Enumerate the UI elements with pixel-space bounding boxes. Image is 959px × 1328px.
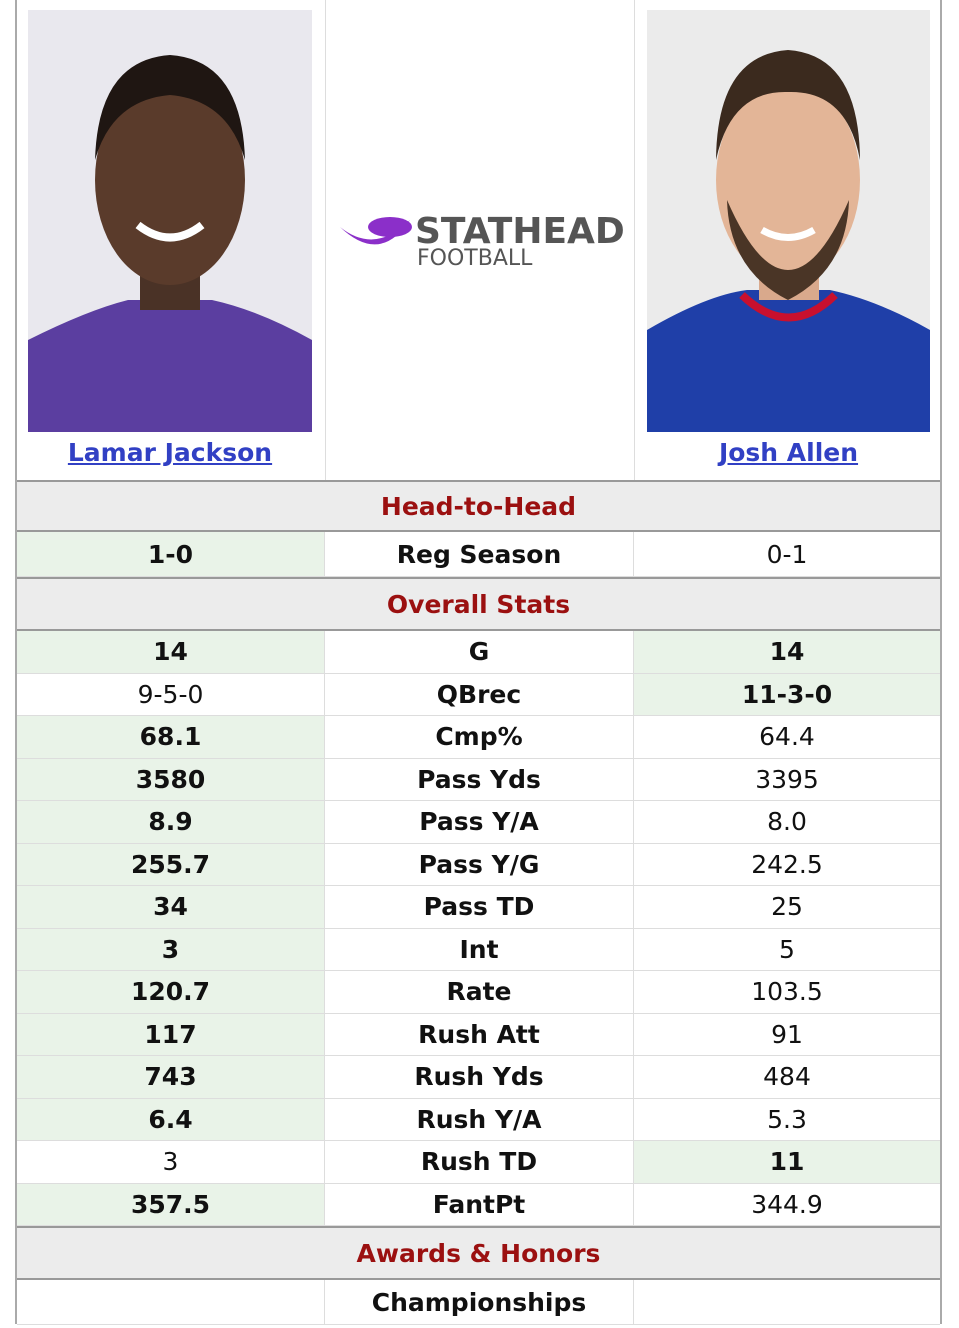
stat-value: 255.7 [17, 843, 325, 886]
stat-value: 0-1 [634, 532, 940, 577]
stat-label: Pass Y/G [325, 843, 634, 886]
stat-value [634, 1280, 940, 1325]
logo-brand: STATHEAD [415, 211, 625, 252]
stat-value: 91 [634, 1014, 940, 1056]
stat-label: QBrec [325, 673, 634, 716]
stat-value: 1-0 [17, 532, 325, 577]
stat-label: FantPt [325, 1183, 634, 1226]
stat-label: Pass Yds [325, 758, 634, 801]
stat-value: 68.1 [17, 716, 325, 759]
stat-value: 120.7 [17, 971, 325, 1014]
section-header: Head-to-Head [17, 480, 940, 532]
stat-value: 11-3-0 [634, 673, 940, 716]
divider [634, 0, 635, 480]
stat-value: 344.9 [634, 1184, 940, 1226]
stat-value: 5 [634, 929, 940, 971]
stat-value: 34 [17, 886, 325, 929]
stat-label: Rate [325, 971, 634, 1014]
stat-value: 3395 [634, 759, 940, 801]
stat-value: 743 [17, 1056, 325, 1099]
stat-value: 3 [17, 1141, 325, 1184]
stat-value: 242.5 [634, 844, 940, 886]
stat-value: 8.9 [17, 801, 325, 844]
stat-label: Reg Season [325, 532, 634, 577]
stat-value: 6.4 [17, 1098, 325, 1141]
stat-value: 14 [17, 631, 325, 674]
player-link[interactable]: Lamar Jackson [67, 438, 273, 467]
logo: STATHEAD FOOTBALL [340, 211, 625, 271]
logo-sub: FOOTBALL [417, 246, 533, 271]
stat-label: Rush Att [325, 1013, 634, 1056]
stat-value: 117 [17, 1013, 325, 1056]
stat-label: Rush TD [325, 1141, 634, 1184]
stat-label: Pass Y/A [325, 801, 634, 844]
stat-label: Rush Y/A [325, 1098, 634, 1141]
stat-value: 64.4 [634, 716, 940, 759]
stat-value: 357.5 [17, 1183, 325, 1226]
section-header: Awards & Honors [17, 1226, 940, 1280]
player-link[interactable]: Josh Allen [718, 438, 859, 467]
divider [325, 0, 326, 480]
comparison-frame [15, 0, 942, 1324]
stat-value: 3 [17, 928, 325, 971]
stat-value: 103.5 [634, 971, 940, 1014]
stat-value: 484 [634, 1056, 940, 1099]
stat-value: 14 [634, 631, 940, 674]
stat-value: 25 [634, 886, 940, 929]
stat-label: Cmp% [325, 716, 634, 759]
stat-label: Pass TD [325, 886, 634, 929]
stat-value: 11 [634, 1141, 940, 1184]
stat-label: Championships [325, 1280, 634, 1325]
stat-value: 5.3 [634, 1099, 940, 1141]
stat-value: 9-5-0 [17, 673, 325, 716]
section-header: Overall Stats [17, 577, 940, 631]
player-photo [28, 10, 312, 432]
stat-value [17, 1280, 325, 1325]
stat-label: G [325, 631, 634, 674]
stat-label: Int [325, 928, 634, 971]
stat-value: 8.0 [634, 801, 940, 844]
stat-label: Rush Yds [325, 1056, 634, 1099]
stat-value: 3580 [17, 758, 325, 801]
player-photo [647, 10, 930, 432]
